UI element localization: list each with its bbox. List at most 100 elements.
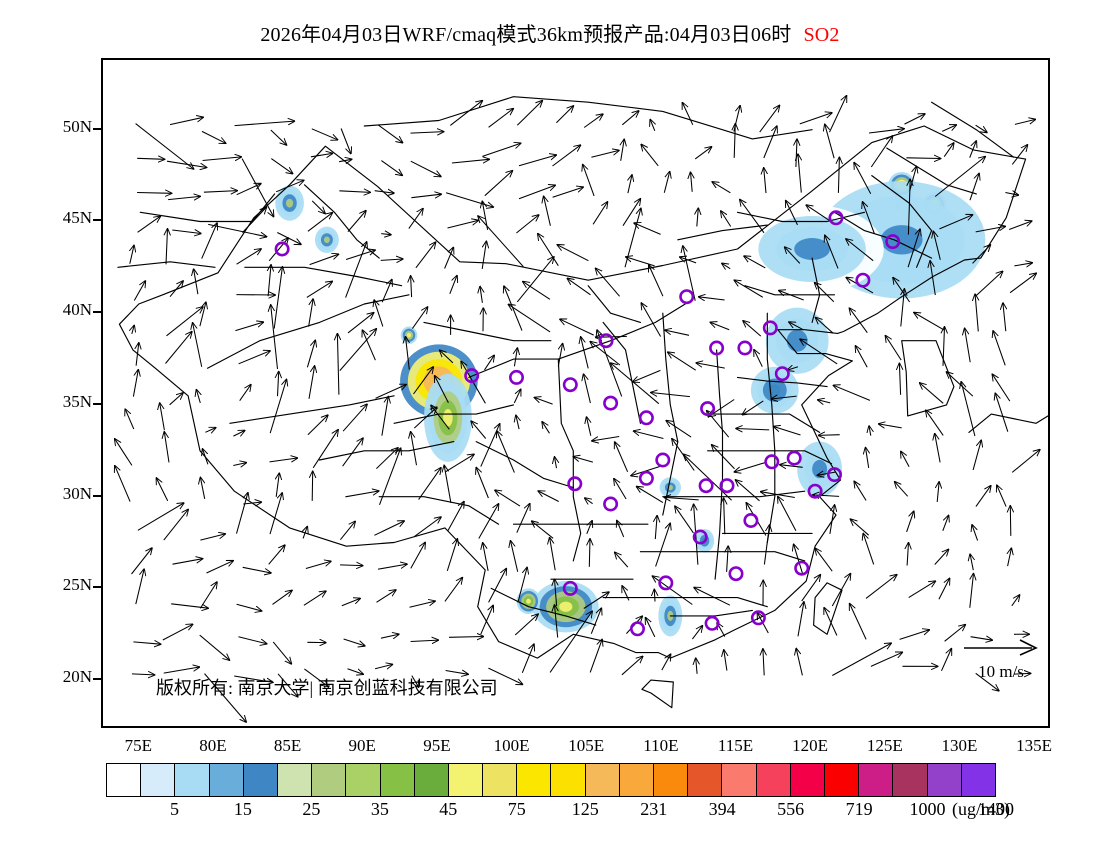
monitoring-station-marker[interactable] [855,272,871,288]
wind-vector-arrow [691,626,702,640]
wind-vector-arrow [125,409,135,430]
wind-vector-arrow [381,160,402,176]
wind-vector-arrow [409,601,436,608]
monitoring-station-marker[interactable] [603,395,619,411]
wind-vector-arrow [242,207,266,233]
monitoring-station-marker[interactable] [728,566,744,582]
wind-vector-arrow [724,498,725,535]
wind-vector-arrow [380,634,399,638]
wind-vector-arrow [204,673,247,723]
wind-vector-arrow [406,337,410,370]
latitude-label: 25N [62,575,92,595]
monitoring-station-marker[interactable] [709,340,725,356]
wind-vector-arrow [418,468,441,500]
monitoring-station-marker[interactable] [700,401,716,417]
wind-vector-arrow [376,448,398,469]
wind-vector-arrow [1009,273,1036,294]
wind-vector-arrow [975,486,991,507]
monitoring-station-marker[interactable] [508,369,524,385]
monitoring-station-marker[interactable] [807,483,823,499]
wind-vector-arrow [164,432,170,463]
monitoring-station-marker[interactable] [598,333,614,349]
monitoring-station-marker[interactable] [603,496,619,512]
wind-vector-arrow [734,461,767,472]
monitoring-station-marker[interactable] [704,615,720,631]
map-plot-area [101,58,1050,728]
wind-vector-arrow [1011,595,1020,607]
wind-vector-arrow [831,574,850,607]
wind-vector-arrow [410,132,444,134]
colorbar-cell [688,764,723,796]
monitoring-station-marker[interactable] [567,476,583,492]
monitoring-station-marker[interactable] [638,470,654,486]
wind-vector-arrow [516,415,519,430]
monitoring-station-marker[interactable] [828,210,844,226]
monitoring-station-marker[interactable] [764,454,780,470]
wind-vector-arrow [516,504,530,533]
monitoring-station-marker[interactable] [885,234,901,250]
monitoring-station-marker[interactable] [743,512,759,528]
monitoring-station-marker[interactable] [562,377,578,393]
wind-vector-arrow [135,569,144,605]
wind-vector-arrow [271,305,279,370]
monitoring-station-marker[interactable] [737,340,753,356]
monitoring-station-marker[interactable] [274,241,290,257]
map-boundary-path [557,358,582,562]
colorbar-tick-label: 719 [845,799,873,819]
monitoring-station-marker[interactable] [698,478,714,494]
wind-vector-arrow [169,393,183,406]
wind-vector-arrow [833,385,871,401]
monitoring-station-marker[interactable] [692,529,708,545]
wind-vector-arrow [794,544,803,574]
wind-vector-arrow [374,300,384,327]
map-boundary-path [707,450,833,465]
latitude-label: 50N [62,116,92,136]
monitoring-station-marker[interactable] [679,289,695,305]
monitoring-station-marker[interactable] [762,320,778,336]
monitoring-station-marker[interactable] [655,452,671,468]
wind-vector-arrow [196,390,200,404]
map-boundary-path [886,147,977,195]
map-boundary-path [677,224,768,241]
monitoring-station-marker[interactable] [774,366,790,382]
monitoring-station-marker[interactable] [464,368,480,384]
wind-vector-arrow [194,269,199,295]
latitude-label: 30N [62,483,92,503]
wind-vector-arrow [1003,303,1006,332]
wind-vector-arrow [863,202,875,234]
map-boundary-path [378,496,500,525]
monitoring-station-marker[interactable] [562,580,578,596]
wind-vector-arrow [495,490,521,507]
wind-vector-arrow [169,117,203,126]
wind-vector-arrow [870,136,892,168]
monitoring-station-marker[interactable] [794,560,810,576]
wind-vector-arrow [513,389,520,404]
monitoring-station-marker[interactable] [719,478,735,494]
wind-vector-arrow [440,350,454,364]
wind-vector-arrow [870,652,903,667]
wind-vector-arrow [538,491,559,502]
wind-vector-arrow [972,245,991,264]
wind-vector-arrow [193,323,203,367]
monitoring-station-marker[interactable] [638,410,654,426]
monitoring-station-marker[interactable] [826,467,842,483]
colorbar-cell [551,764,586,796]
map-boundary-path [901,340,955,417]
wind-vector-arrow [832,643,891,676]
colorbar [106,763,996,797]
wind-vector-arrow [901,289,905,327]
monitoring-station-marker[interactable] [629,621,645,637]
monitoring-station-marker[interactable] [786,450,802,466]
wind-vector-arrow [550,538,556,571]
monitoring-station-marker[interactable] [658,575,674,591]
longitude-label: 105E [568,736,605,755]
wind-vector-arrow [516,215,538,234]
wind-vector-arrow [374,664,392,668]
wind-vector-arrow [136,343,139,366]
wind-vector-arrow [166,229,168,265]
map-boundary-path [662,490,806,498]
wind-vector-arrow [235,322,263,332]
colorbar-cell [175,764,210,796]
monitoring-station-marker[interactable] [750,610,766,626]
wind-vector-arrow [668,352,696,371]
